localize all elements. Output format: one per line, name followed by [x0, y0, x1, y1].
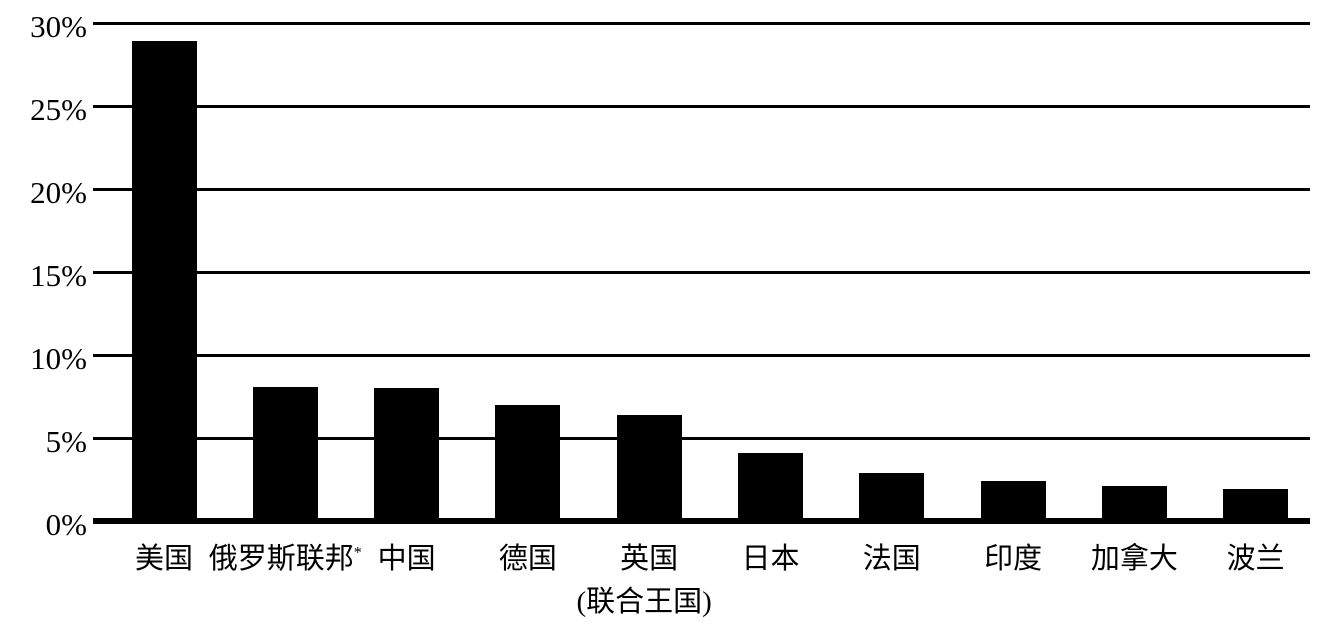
x-tick-label-china: 中国: [377, 543, 436, 575]
x-tick-label-france: 法国: [862, 543, 921, 575]
bar-japan: [738, 452, 803, 523]
gridline: [93, 353, 1310, 357]
x-tick-label-usa: 美国: [134, 543, 194, 575]
x-tick-sublabel-uk: (联合王国): [576, 586, 712, 618]
y-tick-label: 5%: [45, 424, 87, 459]
bar-germany: [495, 404, 561, 523]
bar-canada: [1101, 486, 1167, 523]
x-tick-label-japan: 日本: [741, 543, 800, 575]
gridline: [93, 436, 1310, 440]
bar-france: [859, 472, 925, 523]
bar-usa: [131, 41, 197, 523]
bar-china: [374, 388, 440, 523]
gridline: [93, 104, 1310, 108]
bar-poland: [1223, 489, 1289, 523]
y-tick-label: 25%: [30, 92, 87, 127]
x-tick-label-uk: 英国: [620, 543, 679, 575]
x-tick-label-russian-federation: 俄罗斯联邦*: [208, 543, 362, 575]
gridline: [93, 187, 1310, 191]
x-tick-label-poland: 波兰: [1226, 543, 1285, 575]
y-tick-label: 10%: [30, 341, 87, 376]
bar-russian-federation: [252, 386, 318, 523]
y-tick-label: 20%: [30, 175, 87, 210]
bar-india: [980, 481, 1046, 523]
y-tick-label: 15%: [30, 258, 87, 293]
x-axis-line: [93, 518, 1310, 524]
y-tick-label: 30%: [30, 9, 87, 44]
gridline: [93, 270, 1310, 274]
gridline: [93, 21, 1310, 25]
footnote-marker: *: [353, 544, 362, 562]
y-tick-label: 0%: [45, 507, 87, 542]
bar-uk: [616, 414, 682, 523]
x-tick-label-india: 印度: [984, 543, 1043, 575]
x-tick-label-germany: 德国: [498, 543, 557, 575]
x-tick-label-canada: 加拿大: [1090, 543, 1178, 575]
